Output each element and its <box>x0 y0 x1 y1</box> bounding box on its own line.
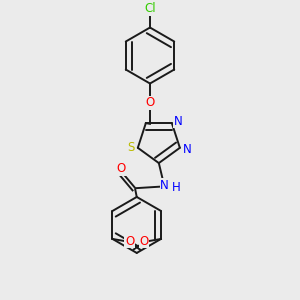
Text: O: O <box>146 96 154 109</box>
Text: S: S <box>127 141 134 154</box>
Text: O: O <box>117 163 126 176</box>
Text: O: O <box>125 235 134 248</box>
Text: N: N <box>160 179 169 192</box>
Text: N: N <box>183 143 192 156</box>
Text: H: H <box>172 181 180 194</box>
Text: N: N <box>174 115 183 128</box>
Text: O: O <box>139 235 148 248</box>
Text: Cl: Cl <box>144 2 156 16</box>
